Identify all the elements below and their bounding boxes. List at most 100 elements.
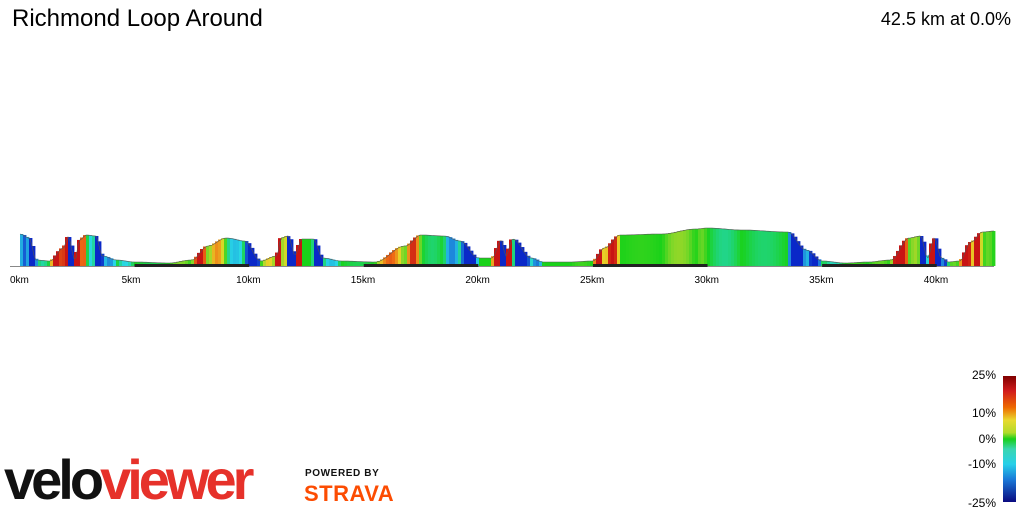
profile-segment-3 [29, 237, 33, 266]
profile-segment-180 [560, 262, 564, 266]
x-tick-label-2: 10km [236, 275, 260, 286]
profile-segment-10 [50, 259, 54, 266]
profile-segment-285 [875, 261, 879, 266]
profile-segment-27 [101, 253, 105, 266]
profile-segment-170 [530, 257, 534, 266]
profile-segment-307 [941, 257, 945, 266]
profile-segment-126 [398, 246, 402, 266]
profile-segment-99 [317, 245, 321, 266]
profile-segment-292 [896, 250, 900, 266]
profile-segment-171 [533, 258, 537, 266]
profile-segment-81 [263, 259, 267, 266]
profile-segment-151 [473, 254, 477, 266]
profile-segment-112 [356, 261, 360, 266]
profile-segment-312 [956, 261, 960, 266]
profile-segment-87 [281, 237, 285, 266]
profile-segment-122 [386, 254, 390, 266]
profile-segment-268 [824, 261, 828, 266]
profile-segment-261 [803, 248, 807, 266]
profile-segment-104 [332, 259, 336, 266]
profile-segment-24 [92, 235, 96, 266]
profile-segment-32 [116, 259, 120, 266]
profile-segment-188 [584, 261, 588, 266]
profile-segment-4 [32, 245, 36, 266]
profile-segment-282 [866, 261, 870, 266]
profile-segment-242 [746, 230, 750, 266]
profile-segment-69 [227, 238, 231, 266]
logo-text-velo: velo [4, 448, 104, 511]
profile-segment-320 [980, 231, 984, 266]
profile-segment-295 [905, 238, 909, 266]
profile-segment-25 [95, 235, 99, 266]
profile-segment-186 [578, 261, 582, 266]
x-axis: 0km 5km 10km 15km 20km 25km 30km 35km 40km [10, 264, 994, 286]
profile-segment-154 [482, 258, 486, 266]
profile-segment-37 [131, 261, 135, 266]
profile-segment-67 [221, 238, 225, 266]
profile-segment-124 [392, 250, 396, 266]
profile-segment-107 [341, 261, 345, 266]
profile-segment-96 [308, 239, 312, 266]
profile-segment-33 [119, 260, 123, 266]
profile-segment-209 [647, 234, 651, 266]
profile-segment-113 [359, 261, 363, 266]
profile-segment-84 [272, 256, 276, 266]
profile-segment-60 [200, 249, 204, 266]
profile-segment-38 [134, 261, 138, 266]
profile-segment-216 [668, 233, 672, 266]
profile-segment-77 [251, 247, 255, 266]
profile-segment-34 [122, 260, 126, 266]
profile-segment-324 [992, 231, 996, 266]
profile-segment-150 [470, 250, 474, 266]
profile-segment-74 [242, 240, 246, 266]
km-band-5 [592, 264, 708, 267]
profile-segment-248 [764, 230, 768, 266]
profile-segment-310 [950, 261, 954, 266]
profile-segment-80 [260, 260, 264, 266]
profile-segment-12 [56, 251, 60, 266]
profile-segment-235 [725, 229, 729, 266]
profile-segment-215 [665, 233, 669, 266]
profile-segment-177 [551, 262, 555, 266]
profile-segment-28 [104, 256, 108, 266]
profile-segment-189 [587, 261, 591, 266]
profile-segment-308 [944, 259, 948, 266]
profile-segment-176 [548, 262, 552, 266]
profile-segment-36 [128, 261, 132, 266]
x-tick-label-1: 5km [122, 275, 141, 286]
profile-segment-253 [779, 231, 783, 266]
profile-segment-221 [683, 229, 687, 266]
profile-segment-313 [959, 259, 963, 266]
profile-segment-192 [596, 253, 600, 266]
profile-segment-225 [695, 228, 699, 266]
profile-segment-142 [446, 236, 450, 266]
x-tick-label-8: 40km [924, 275, 948, 286]
profile-segment-30 [110, 258, 114, 266]
profile-segment-178 [554, 262, 558, 266]
profile-segment-145 [455, 239, 459, 266]
profile-segment-238 [734, 229, 738, 266]
profile-segment-270 [830, 261, 834, 266]
profile-segment-118 [374, 261, 378, 266]
profile-segment-287 [881, 260, 885, 266]
profile-segment-132 [416, 235, 420, 266]
profile-segment-139 [437, 235, 441, 266]
elevation-line [19, 227, 995, 264]
profile-segment-207 [641, 234, 645, 266]
profile-segment-203 [629, 234, 633, 266]
profile-segment-29 [107, 256, 111, 266]
profile-segment-258 [794, 236, 798, 266]
profile-segment-202 [626, 234, 630, 266]
profile-segment-9 [47, 260, 51, 266]
profile-segment-102 [326, 258, 330, 266]
profile-segment-300 [920, 236, 924, 266]
profile-segment-231 [713, 228, 717, 266]
profile-segment-199 [617, 235, 621, 266]
profile-segment-236 [728, 229, 732, 266]
profile-segment-20 [80, 237, 84, 266]
profile-segment-127 [401, 246, 405, 266]
profile-segment-208 [644, 234, 648, 266]
profile-segment-323 [989, 231, 993, 266]
profile-segment-237 [731, 229, 735, 266]
profile-segment-224 [692, 229, 696, 266]
